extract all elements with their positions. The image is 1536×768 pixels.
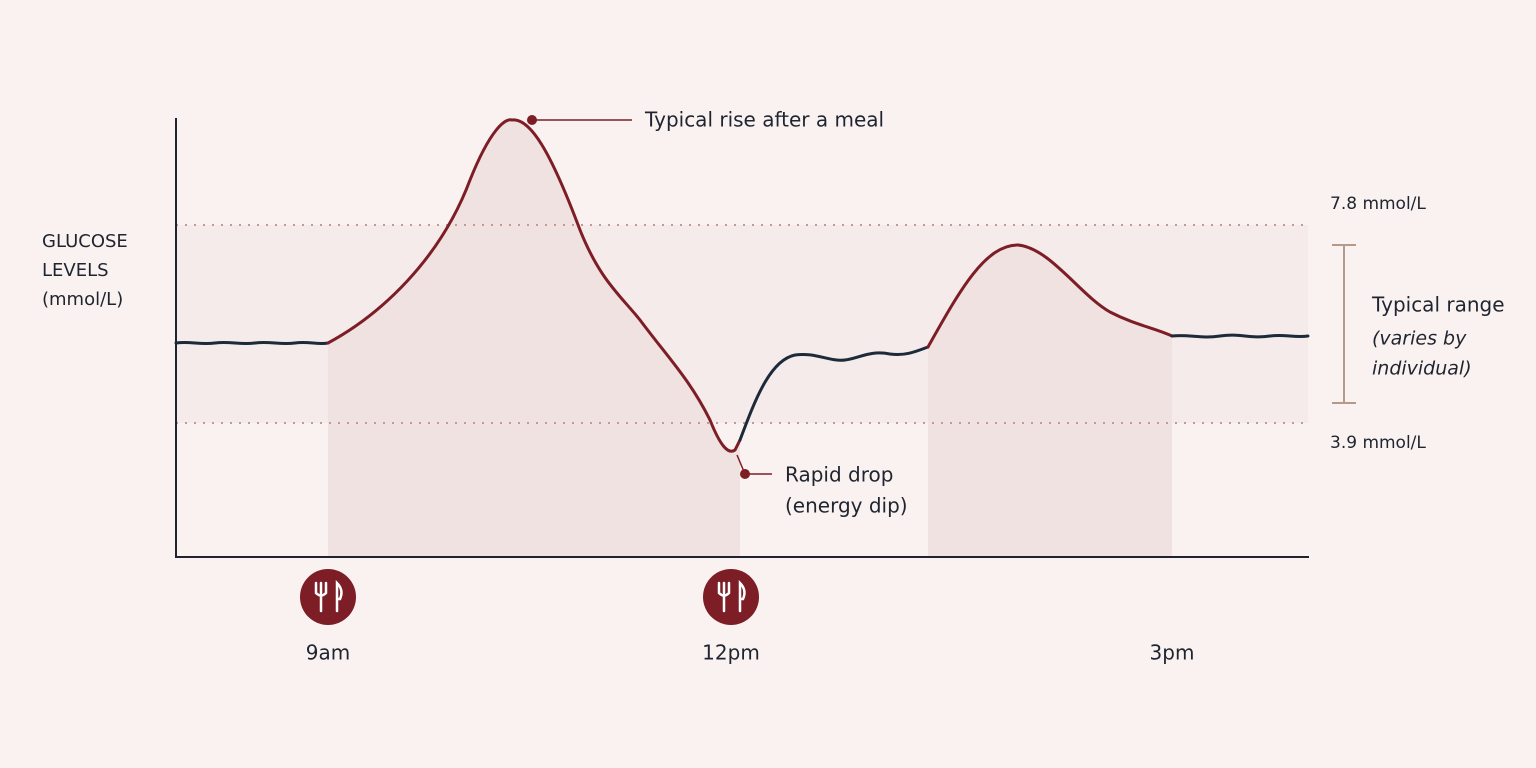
- y-axis-label: (mmol/L): [42, 289, 123, 310]
- meal-icon: [300, 569, 356, 625]
- steady-segment: [1170, 333, 1310, 339]
- annotation-dot: [740, 469, 750, 479]
- snack-area: [928, 245, 1172, 557]
- meal-icon: [703, 569, 759, 625]
- meal-area: [328, 119, 740, 557]
- time-label: 12pm: [702, 641, 760, 665]
- rise-annotation: Typical rise after a meal: [644, 108, 884, 132]
- range-note: individual): [1372, 358, 1472, 380]
- steady-segment: [174, 340, 330, 346]
- range-bracket: [1332, 244, 1356, 404]
- threshold-label: 7.8 mmol/L: [1330, 194, 1426, 214]
- time-label: 9am: [306, 641, 350, 665]
- time-label: 3pm: [1150, 641, 1195, 665]
- rise-segment: [326, 118, 742, 453]
- drop-annotation: (energy dip): [785, 494, 908, 518]
- recovery-segment: [738, 345, 930, 442]
- threshold-label: 3.9 mmol/L: [1330, 433, 1426, 453]
- drop-annotation: Rapid drop: [785, 463, 893, 487]
- range-note: (varies by: [1372, 328, 1467, 350]
- range-title: Typical range: [1371, 293, 1505, 317]
- second-rise-segment: [926, 243, 1174, 349]
- y-axis-label: LEVELS: [42, 260, 109, 281]
- y-axis-label: GLUCOSE: [42, 231, 128, 252]
- glucose-curve: [174, 118, 1310, 453]
